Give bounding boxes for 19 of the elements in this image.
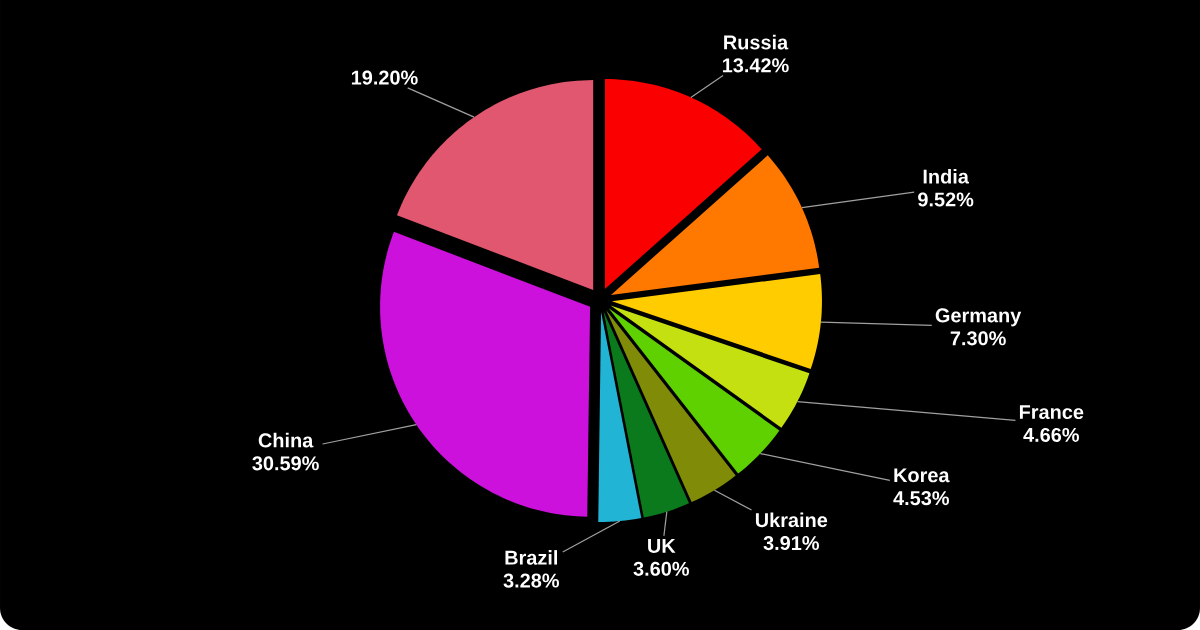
data-label: 4.66% xyxy=(1023,427,1079,442)
data-label: 3.28% xyxy=(503,573,560,588)
slice-label: Germany xyxy=(935,308,1022,327)
slice-label: France xyxy=(1019,405,1084,420)
slice-label: UK xyxy=(648,539,676,553)
slice-label: China xyxy=(258,432,314,448)
data-label: 4.53% xyxy=(893,491,949,506)
data-label: 7.30% xyxy=(950,331,1006,346)
data-label: 19.20% xyxy=(351,70,418,85)
data-label: 3.91% xyxy=(763,536,819,551)
slice-label: Ukraine xyxy=(755,512,828,528)
slice-label: Brazil xyxy=(505,550,557,565)
slice-label: Korea xyxy=(894,468,950,483)
slice-label: Russia xyxy=(724,34,789,50)
data-label: 30.59% xyxy=(252,456,319,471)
slice-label: India xyxy=(923,169,970,184)
data-label: 13.42% xyxy=(722,58,789,73)
data-label: 3.60% xyxy=(633,561,689,576)
data-label: 9.52% xyxy=(918,192,974,207)
